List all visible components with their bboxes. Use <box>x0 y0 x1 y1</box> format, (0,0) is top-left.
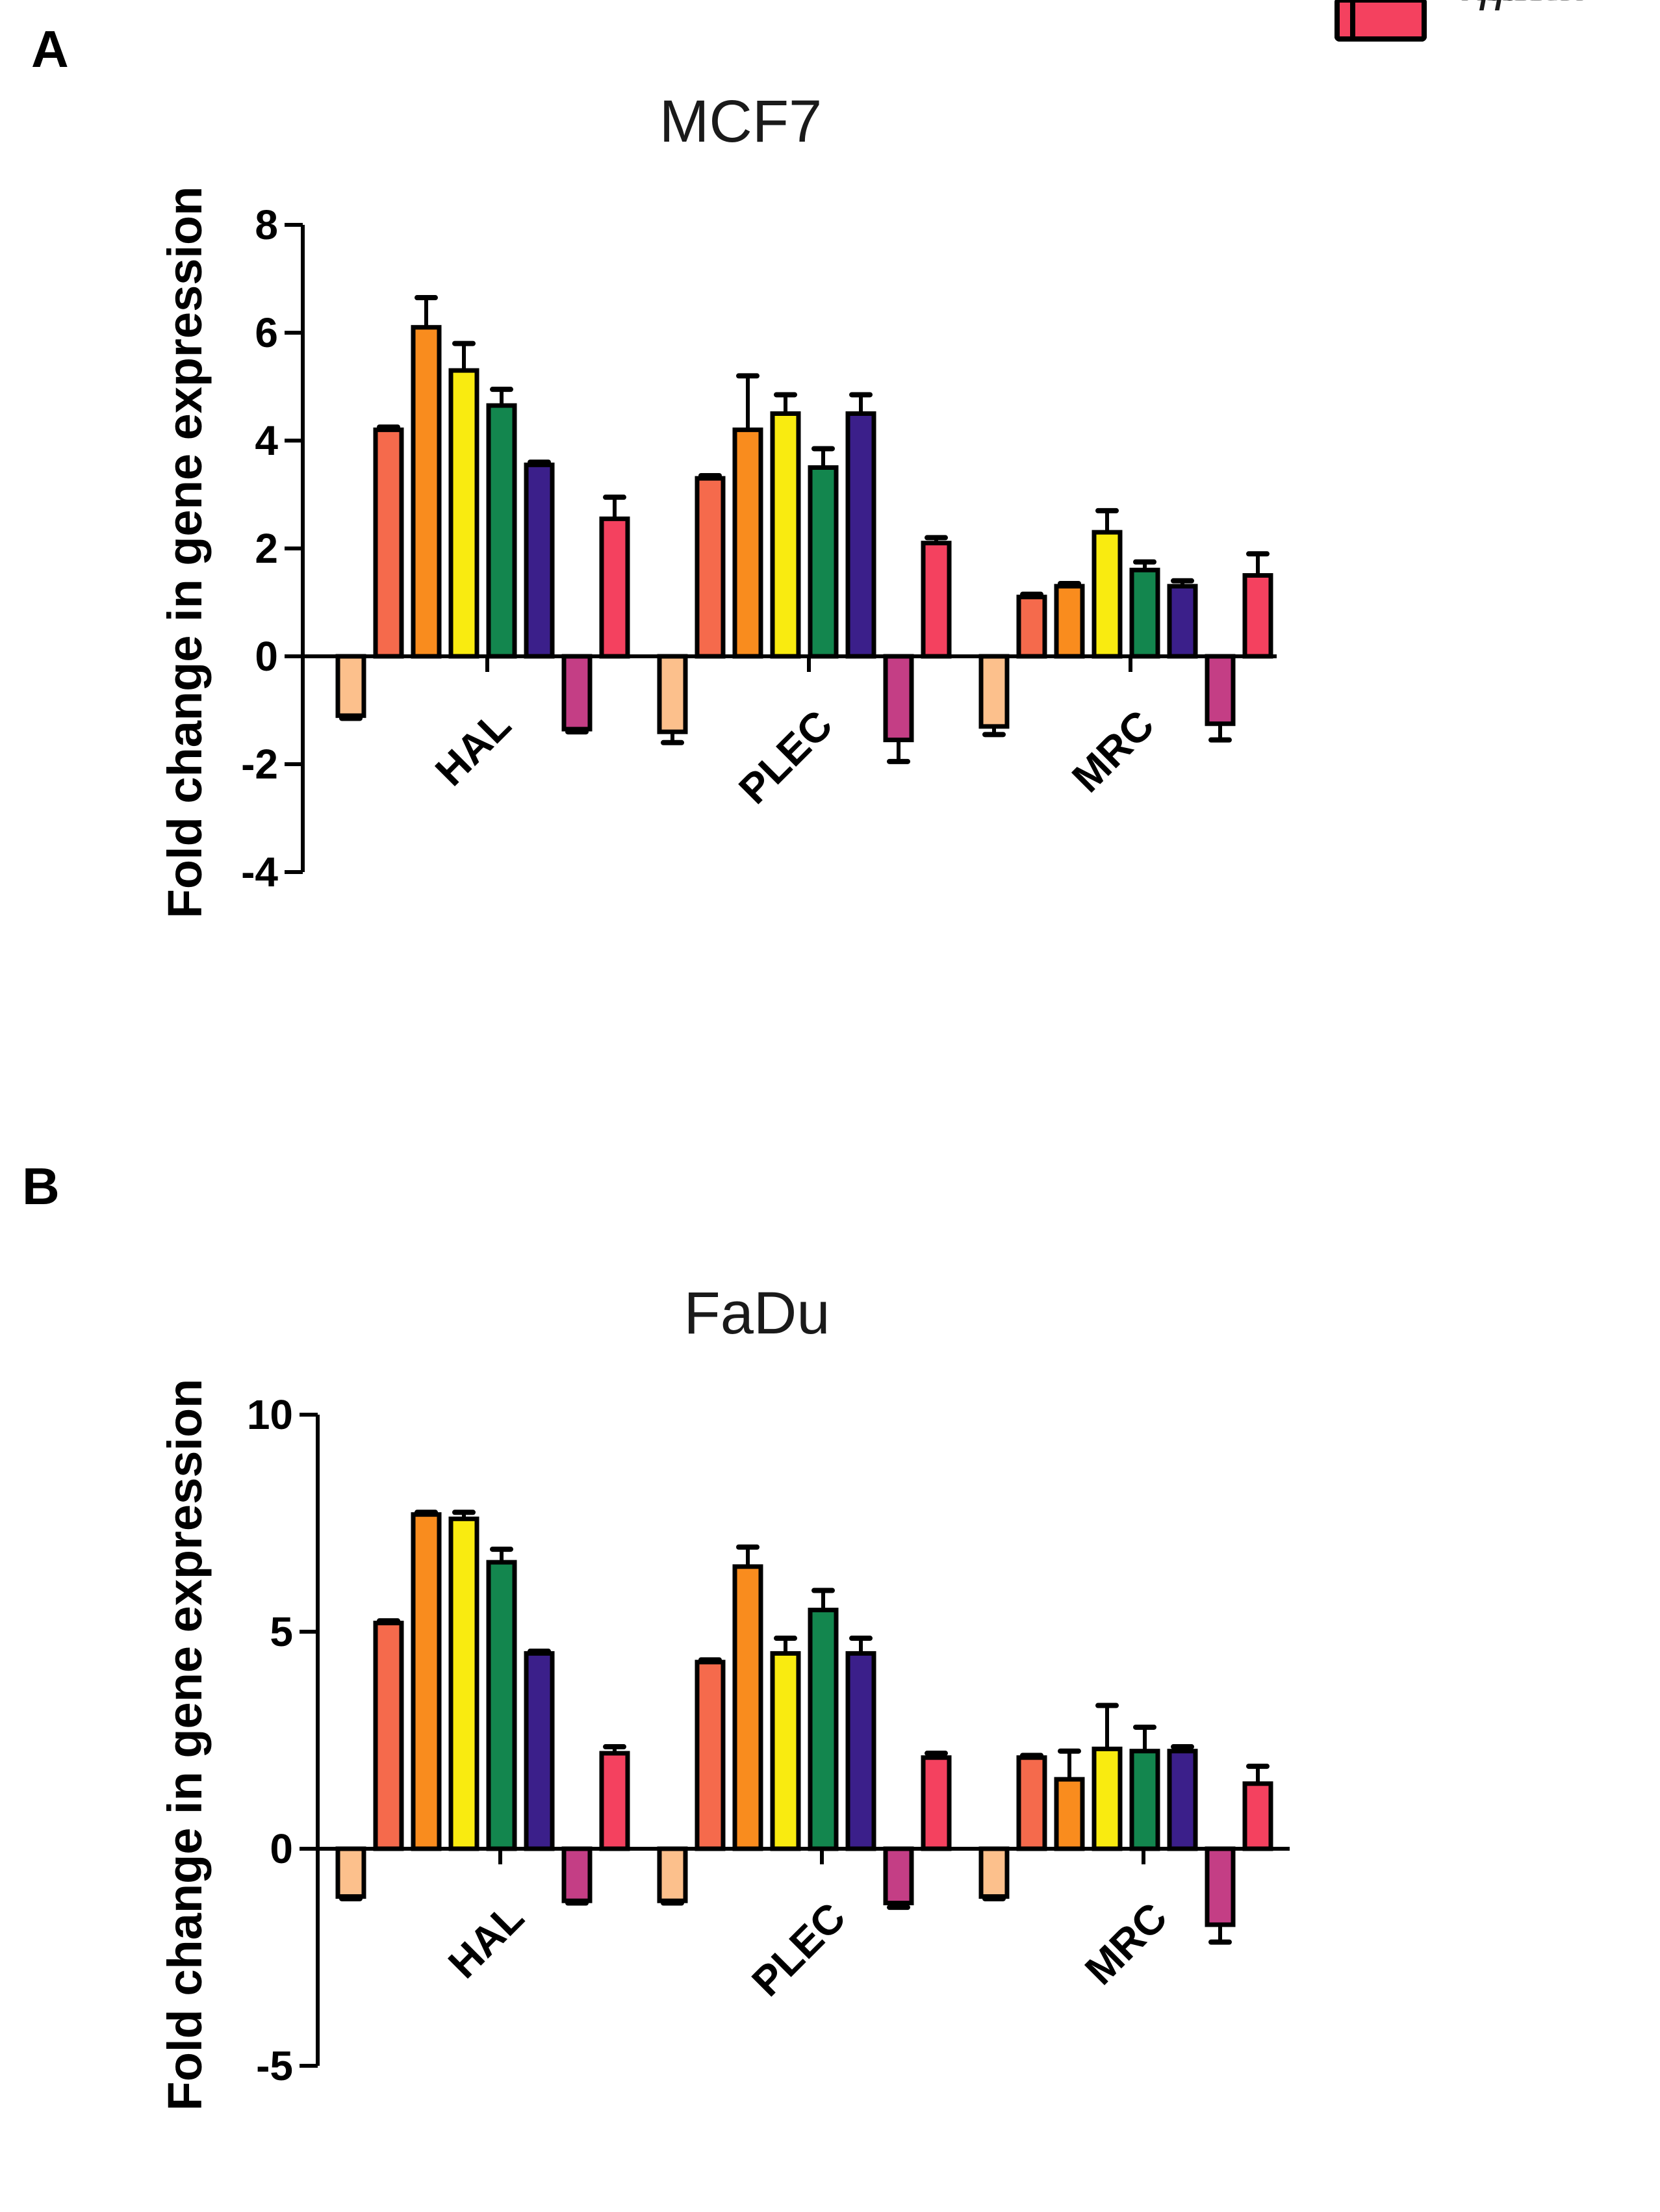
bar-tp53-hal <box>602 1753 628 1849</box>
y-tick-label: -4 <box>241 849 278 895</box>
bar-apaf-1-hal <box>526 1653 552 1849</box>
bar-cas-8-plec <box>773 414 798 657</box>
y-tick-label: 0 <box>255 633 278 680</box>
bar-cas-3-plec <box>735 1567 761 1849</box>
bar-bax-plec <box>697 478 723 656</box>
chart-mcf7: MCF7 Fold change in gene expression 8 6 4 2 0 -… <box>158 0 1593 918</box>
legend: Bcl-2BaxCas-3Cas-8Cas-9Apaf-1MCL1TP53 <box>1353 0 1609 39</box>
bar-bcl-2-hal <box>338 656 364 715</box>
y-tick-label: 0 <box>270 1825 293 1872</box>
bar-cas-9-hal <box>489 405 515 656</box>
bar-cas-8-hal <box>451 1519 477 1849</box>
bar-bax-mrc <box>1019 1758 1045 1849</box>
bar-mcl1-mrc <box>1207 656 1233 724</box>
category-label-mrc: MRC <box>1063 701 1163 801</box>
y-tick-label: 6 <box>255 309 278 356</box>
y-tick-label: 2 <box>255 525 278 572</box>
bar-bax-hal <box>376 430 402 656</box>
category-label-hal: HAL <box>426 701 520 795</box>
bar-cas-9-plec <box>810 1610 836 1849</box>
category-label-plec: PLEC <box>730 701 841 813</box>
bar-apaf-1-hal <box>526 465 552 656</box>
bar-cas-8-mrc <box>1094 1749 1120 1849</box>
bar-bcl-2-plec <box>659 1849 685 1901</box>
y-tick-label: -2 <box>241 741 278 788</box>
bar-cas-3-mrc <box>1056 1779 1082 1849</box>
bar-apaf-1-plec <box>848 1653 874 1849</box>
bar-apaf-1-mrc <box>1169 1751 1195 1849</box>
legend-swatch-tp53 <box>1353 0 1424 39</box>
bar-cas-9-plec <box>810 468 836 657</box>
bar-tp53-mrc <box>1245 1784 1271 1849</box>
bar-bax-hal <box>376 1623 402 1849</box>
figure: MCF7 Fold change in gene expression 8 6 4 2 0 -… <box>0 0 1660 2212</box>
bar-cas-3-hal <box>413 1515 439 1849</box>
bar-bax-mrc <box>1019 597 1045 656</box>
bar-bcl-2-mrc <box>981 1849 1007 1896</box>
y-tick-label: 10 <box>247 1391 293 1438</box>
bar-tp53-plec <box>923 543 949 656</box>
bar-cas-9-hal <box>489 1562 515 1849</box>
y-axis-label: Fold change in gene expression <box>158 1379 212 2111</box>
bar-mcl1-plec <box>886 656 912 740</box>
bar-apaf-1-plec <box>848 414 874 657</box>
bar-apaf-1-mrc <box>1169 586 1195 656</box>
chart-title: FaDu <box>684 1280 830 1346</box>
bar-cas-8-mrc <box>1094 532 1120 656</box>
y-tick-label: 8 <box>255 201 278 248</box>
bar-mcl1-mrc <box>1207 1849 1233 1925</box>
y-axis-label: Fold change in gene expression <box>158 186 212 919</box>
bar-mcl1-plec <box>886 1849 912 1903</box>
legend-label-tp53: TP53 <box>1463 0 1581 11</box>
bar-cas-3-hal <box>413 328 439 656</box>
bar-tp53-plec <box>923 1758 949 1849</box>
bar-bcl-2-mrc <box>981 656 1007 727</box>
category-label-mrc: MRC <box>1076 1894 1176 1994</box>
y-tick-label: 4 <box>255 417 278 464</box>
bar-cas-9-mrc <box>1132 1751 1158 1849</box>
bar-tp53-mrc <box>1245 576 1271 657</box>
bar-cas-9-mrc <box>1132 570 1158 656</box>
bar-bax-plec <box>697 1662 723 1849</box>
bar-bcl-2-plec <box>659 656 685 732</box>
chart-fadu: FaDu Fold change in gene expression 10 5 0 -5… <box>158 0 1609 2111</box>
category-label-plec: PLEC <box>743 1894 854 2005</box>
bar-cas-8-plec <box>773 1653 798 1849</box>
bar-bcl-2-hal <box>338 1849 364 1896</box>
category-label-hal: HAL <box>439 1894 533 1987</box>
y-tick-label: 5 <box>270 1608 293 1655</box>
bar-cas-3-mrc <box>1056 586 1082 656</box>
bar-cas-3-plec <box>735 430 761 656</box>
bar-mcl1-hal <box>564 656 590 729</box>
chart-title: MCF7 <box>659 88 822 155</box>
bar-cas-8-hal <box>451 370 477 656</box>
bar-mcl1-hal <box>564 1849 590 1901</box>
y-tick-label: -5 <box>256 2042 293 2089</box>
bar-tp53-hal <box>602 519 628 656</box>
